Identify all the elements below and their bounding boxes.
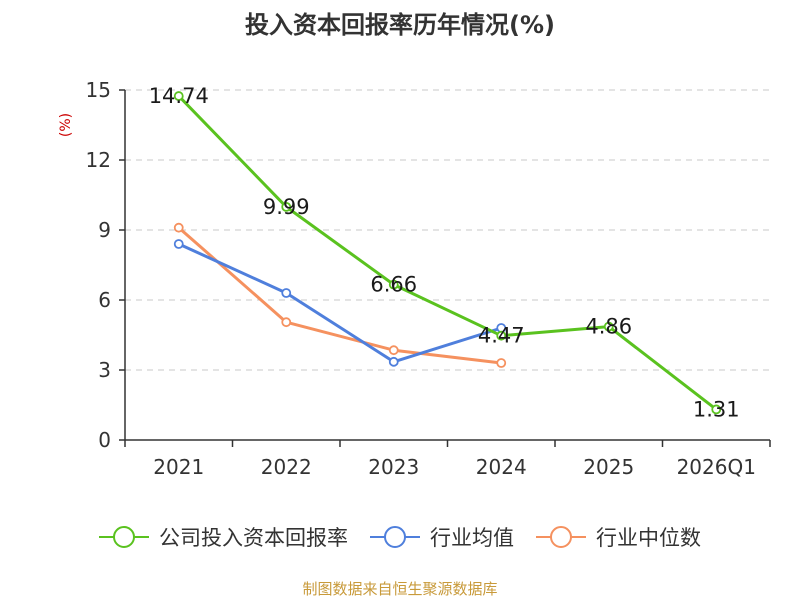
series-line bbox=[178, 242, 502, 364]
data-point bbox=[496, 330, 507, 341]
source-note: 制图数据来自恒生聚源数据库 bbox=[302, 580, 497, 598]
y-tick-label: 6 bbox=[98, 288, 111, 312]
y-tick-label: 15 bbox=[86, 78, 111, 102]
data-point bbox=[281, 317, 292, 328]
data-point bbox=[388, 345, 399, 356]
data-label: 14.74 bbox=[149, 84, 209, 108]
data-point bbox=[496, 358, 507, 368]
legend-marker-icon bbox=[384, 526, 406, 548]
x-tick-label: 2024 bbox=[476, 455, 527, 479]
data-point bbox=[711, 404, 722, 415]
series-line bbox=[177, 226, 502, 365]
data-point bbox=[281, 288, 292, 298]
legend-item-0: 公司投入资本回报率 bbox=[99, 526, 348, 550]
y-tick-label: 9 bbox=[98, 218, 111, 242]
x-tick-label: 2026Q1 bbox=[677, 455, 756, 479]
data-label: 4.47 bbox=[478, 324, 525, 348]
series-1 bbox=[173, 239, 507, 367]
data-point bbox=[173, 239, 184, 249]
chart-title: 投入资本回报率历年情况(%) bbox=[245, 11, 555, 39]
x-tick-label: 2021 bbox=[153, 455, 204, 479]
data-point bbox=[173, 91, 184, 101]
x-tick-label: 2022 bbox=[261, 455, 312, 479]
legend-marker-icon bbox=[113, 526, 135, 548]
data-label: 9.99 bbox=[263, 195, 310, 219]
gridlines bbox=[125, 89, 770, 371]
axes: 0 3 6 9 12 15 2021 2022 2023 2024 2025 2026Q1 bbox=[86, 78, 771, 479]
series-0 bbox=[173, 91, 722, 415]
data-label: 6.66 bbox=[370, 273, 417, 297]
data-point bbox=[388, 356, 399, 367]
legend-label: 行业均值 bbox=[430, 526, 514, 550]
data-label: 4.86 bbox=[585, 315, 632, 339]
legend-marker-icon bbox=[550, 526, 572, 548]
series-lines bbox=[173, 91, 722, 415]
data-labels: 14.74 9.99 6.66 4.47 4.86 1.31 bbox=[149, 84, 740, 421]
series-line bbox=[177, 95, 718, 411]
data-point bbox=[281, 201, 292, 212]
legend-item-2: 行业中位数 bbox=[536, 526, 701, 550]
data-point bbox=[603, 321, 614, 332]
legend-item-1: 行业均值 bbox=[370, 526, 514, 550]
data-point bbox=[388, 279, 399, 290]
y-tick-label: 3 bbox=[98, 358, 111, 382]
data-point bbox=[173, 222, 184, 233]
series-2 bbox=[173, 222, 507, 368]
x-tick-label: 2023 bbox=[368, 455, 419, 479]
y-tick-label: 0 bbox=[98, 428, 111, 452]
data-label: 1.31 bbox=[693, 397, 740, 421]
x-tick-label: 2025 bbox=[583, 455, 634, 479]
legend-label: 公司投入资本回报率 bbox=[159, 526, 348, 550]
legend: 公司投入资本回报率 行业均值 行业中位数 bbox=[99, 526, 701, 550]
legend-label: 行业中位数 bbox=[596, 526, 701, 550]
y-axis-unit-label: (%) bbox=[58, 113, 74, 137]
y-tick-label: 12 bbox=[86, 148, 111, 172]
